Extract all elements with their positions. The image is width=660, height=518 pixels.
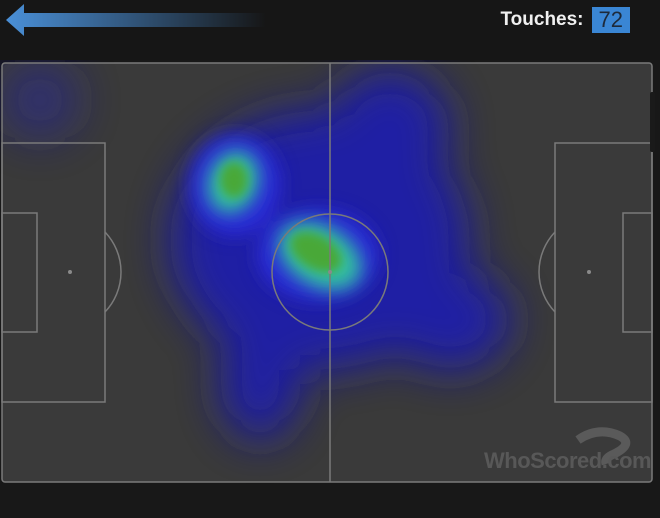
heatmap xyxy=(0,60,510,440)
top-bar: Touches: 72 xyxy=(0,0,660,60)
arrow-left-icon[interactable] xyxy=(6,4,266,36)
touches-counter: Touches: 72 xyxy=(500,7,630,33)
touches-value: 72 xyxy=(591,7,630,33)
touches-label: Touches: xyxy=(500,9,584,30)
scrollbar[interactable] xyxy=(650,92,655,152)
whoscored-logo-icon xyxy=(575,427,631,466)
heatmap-pitch xyxy=(0,60,653,483)
whoscored-watermark: WhoScored.com xyxy=(484,448,652,473)
